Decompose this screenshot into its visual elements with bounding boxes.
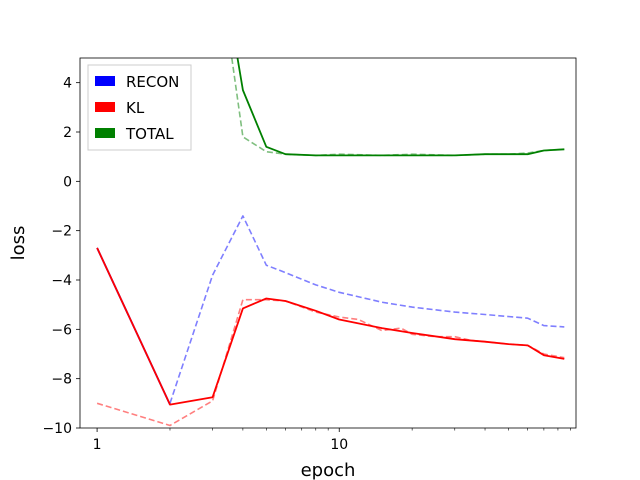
y-tick-label: −8 <box>51 372 72 388</box>
series-line-kl <box>96 247 565 406</box>
y-tick-label: −6 <box>51 322 72 338</box>
x-tick-label: 10 <box>330 437 348 453</box>
legend-label-total: TOTAL <box>125 125 174 143</box>
y-tick-label: 2 <box>63 125 72 141</box>
legend-label-recon: RECON <box>126 73 179 91</box>
y-tick-label: −2 <box>51 224 72 240</box>
y-tick-label: −4 <box>51 273 72 289</box>
legend-swatch-kl <box>95 102 115 112</box>
series-layer <box>96 58 565 427</box>
x-tick-label: 1 <box>93 437 102 453</box>
legend-swatch-total <box>95 128 115 138</box>
y-tick-label: 4 <box>63 76 72 92</box>
series-line-total <box>236 58 565 157</box>
legend: RECON KL TOTAL <box>87 64 192 151</box>
legend-label-kl: KL <box>126 99 145 117</box>
y-tick-label: −10 <box>42 421 72 437</box>
y-tick-label: 0 <box>63 174 72 190</box>
axis-layer: 4 2 0 −2 −4 −6 −8 −10 1 10 <box>42 76 571 453</box>
y-axis-label: loss <box>8 226 29 261</box>
x-axis-label: epoch <box>301 460 356 480</box>
legend-swatch-recon <box>95 76 115 86</box>
series-line-recon-dashed <box>169 215 565 404</box>
